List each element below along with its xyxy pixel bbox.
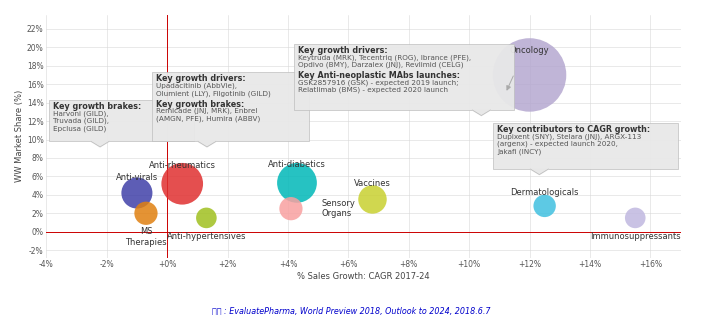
- Text: Jakafi (INCY): Jakafi (INCY): [497, 149, 541, 155]
- X-axis label: % Sales Growth: CAGR 2017-24: % Sales Growth: CAGR 2017-24: [297, 272, 430, 281]
- Text: Epclusa (GILD): Epclusa (GILD): [53, 125, 106, 132]
- Text: Anti-virals: Anti-virals: [116, 173, 158, 182]
- Point: [291, 180, 303, 185]
- FancyBboxPatch shape: [49, 100, 194, 141]
- Text: Key growth brakes:: Key growth brakes:: [53, 102, 141, 111]
- Polygon shape: [472, 110, 491, 116]
- Text: Key growth brakes:: Key growth brakes:: [156, 100, 244, 109]
- Text: Oncology: Oncology: [510, 46, 550, 55]
- Point: [140, 211, 152, 216]
- Text: Key contributors to CAGR growth:: Key contributors to CAGR growth:: [497, 125, 650, 134]
- Point: [367, 197, 378, 202]
- Text: Anti-hypertensives: Anti-hypertensives: [166, 232, 246, 241]
- Text: Key growth drivers:: Key growth drivers:: [298, 46, 388, 55]
- Text: Relatlimab (BMS) - expected 2020 launch: Relatlimab (BMS) - expected 2020 launch: [298, 87, 448, 93]
- Text: Harvoni (GILD),: Harvoni (GILD),: [53, 110, 108, 117]
- Point: [524, 72, 535, 77]
- Point: [630, 215, 641, 220]
- Text: Opdivo (BMY), Darzalex (JNJ), Revlimid (CELG): Opdivo (BMY), Darzalex (JNJ), Revlimid (…: [298, 62, 463, 68]
- Text: Anti-diabetics: Anti-diabetics: [268, 160, 326, 169]
- Text: GSK2857916 (GSK) - expected 2019 launch;: GSK2857916 (GSK) - expected 2019 launch;: [298, 79, 458, 86]
- Y-axis label: WW Market Share (%): WW Market Share (%): [15, 90, 24, 182]
- Point: [177, 181, 188, 186]
- Text: Keytruda (MRK), Tecentriq (ROG), Ibrance (PFE),: Keytruda (MRK), Tecentriq (ROG), Ibrance…: [298, 54, 471, 60]
- Text: (AMGN, PFE), Humira (ABBV): (AMGN, PFE), Humira (ABBV): [156, 116, 260, 122]
- Text: Key Anti-neoplastic MAbs launches:: Key Anti-neoplastic MAbs launches:: [298, 71, 460, 80]
- Text: Remicade (JNJ, MRK), Enbrel: Remicade (JNJ, MRK), Enbrel: [156, 108, 257, 114]
- Text: Dupixent (SNY), Stelara (JNJ), ARGX-113: Dupixent (SNY), Stelara (JNJ), ARGX-113: [497, 134, 641, 140]
- Point: [201, 215, 212, 220]
- FancyBboxPatch shape: [152, 72, 309, 141]
- Point: [285, 206, 296, 211]
- Point: [539, 203, 550, 209]
- FancyBboxPatch shape: [294, 43, 515, 110]
- Text: Anti-rheumatics: Anti-rheumatics: [149, 161, 216, 170]
- Text: MS
Therapies: MS Therapies: [125, 227, 167, 247]
- Polygon shape: [198, 141, 216, 147]
- Polygon shape: [91, 141, 109, 147]
- Text: Immunosuppressants: Immunosuppressants: [590, 232, 680, 241]
- FancyBboxPatch shape: [494, 123, 677, 169]
- Text: 출처 : EvaluatePharma, World Preview 2018, Outlook to 2024, 2018.6.7: 출처 : EvaluatePharma, World Preview 2018,…: [212, 306, 490, 315]
- Text: Dermatologicals: Dermatologicals: [510, 188, 579, 197]
- Text: Key growth drivers:: Key growth drivers:: [156, 74, 245, 83]
- Text: Truvada (GILD),: Truvada (GILD),: [53, 118, 109, 124]
- Text: Olumient (LLY), Filgotinib (GILD): Olumient (LLY), Filgotinib (GILD): [156, 90, 270, 97]
- Text: Vaccines: Vaccines: [354, 179, 391, 188]
- Text: Upadacitinib (AbbVie),: Upadacitinib (AbbVie),: [156, 83, 237, 89]
- Text: (argenx) - expected launch 2020,: (argenx) - expected launch 2020,: [497, 141, 618, 147]
- Text: Sensory
Organs: Sensory Organs: [321, 199, 355, 218]
- Point: [131, 191, 143, 196]
- Polygon shape: [530, 169, 548, 175]
